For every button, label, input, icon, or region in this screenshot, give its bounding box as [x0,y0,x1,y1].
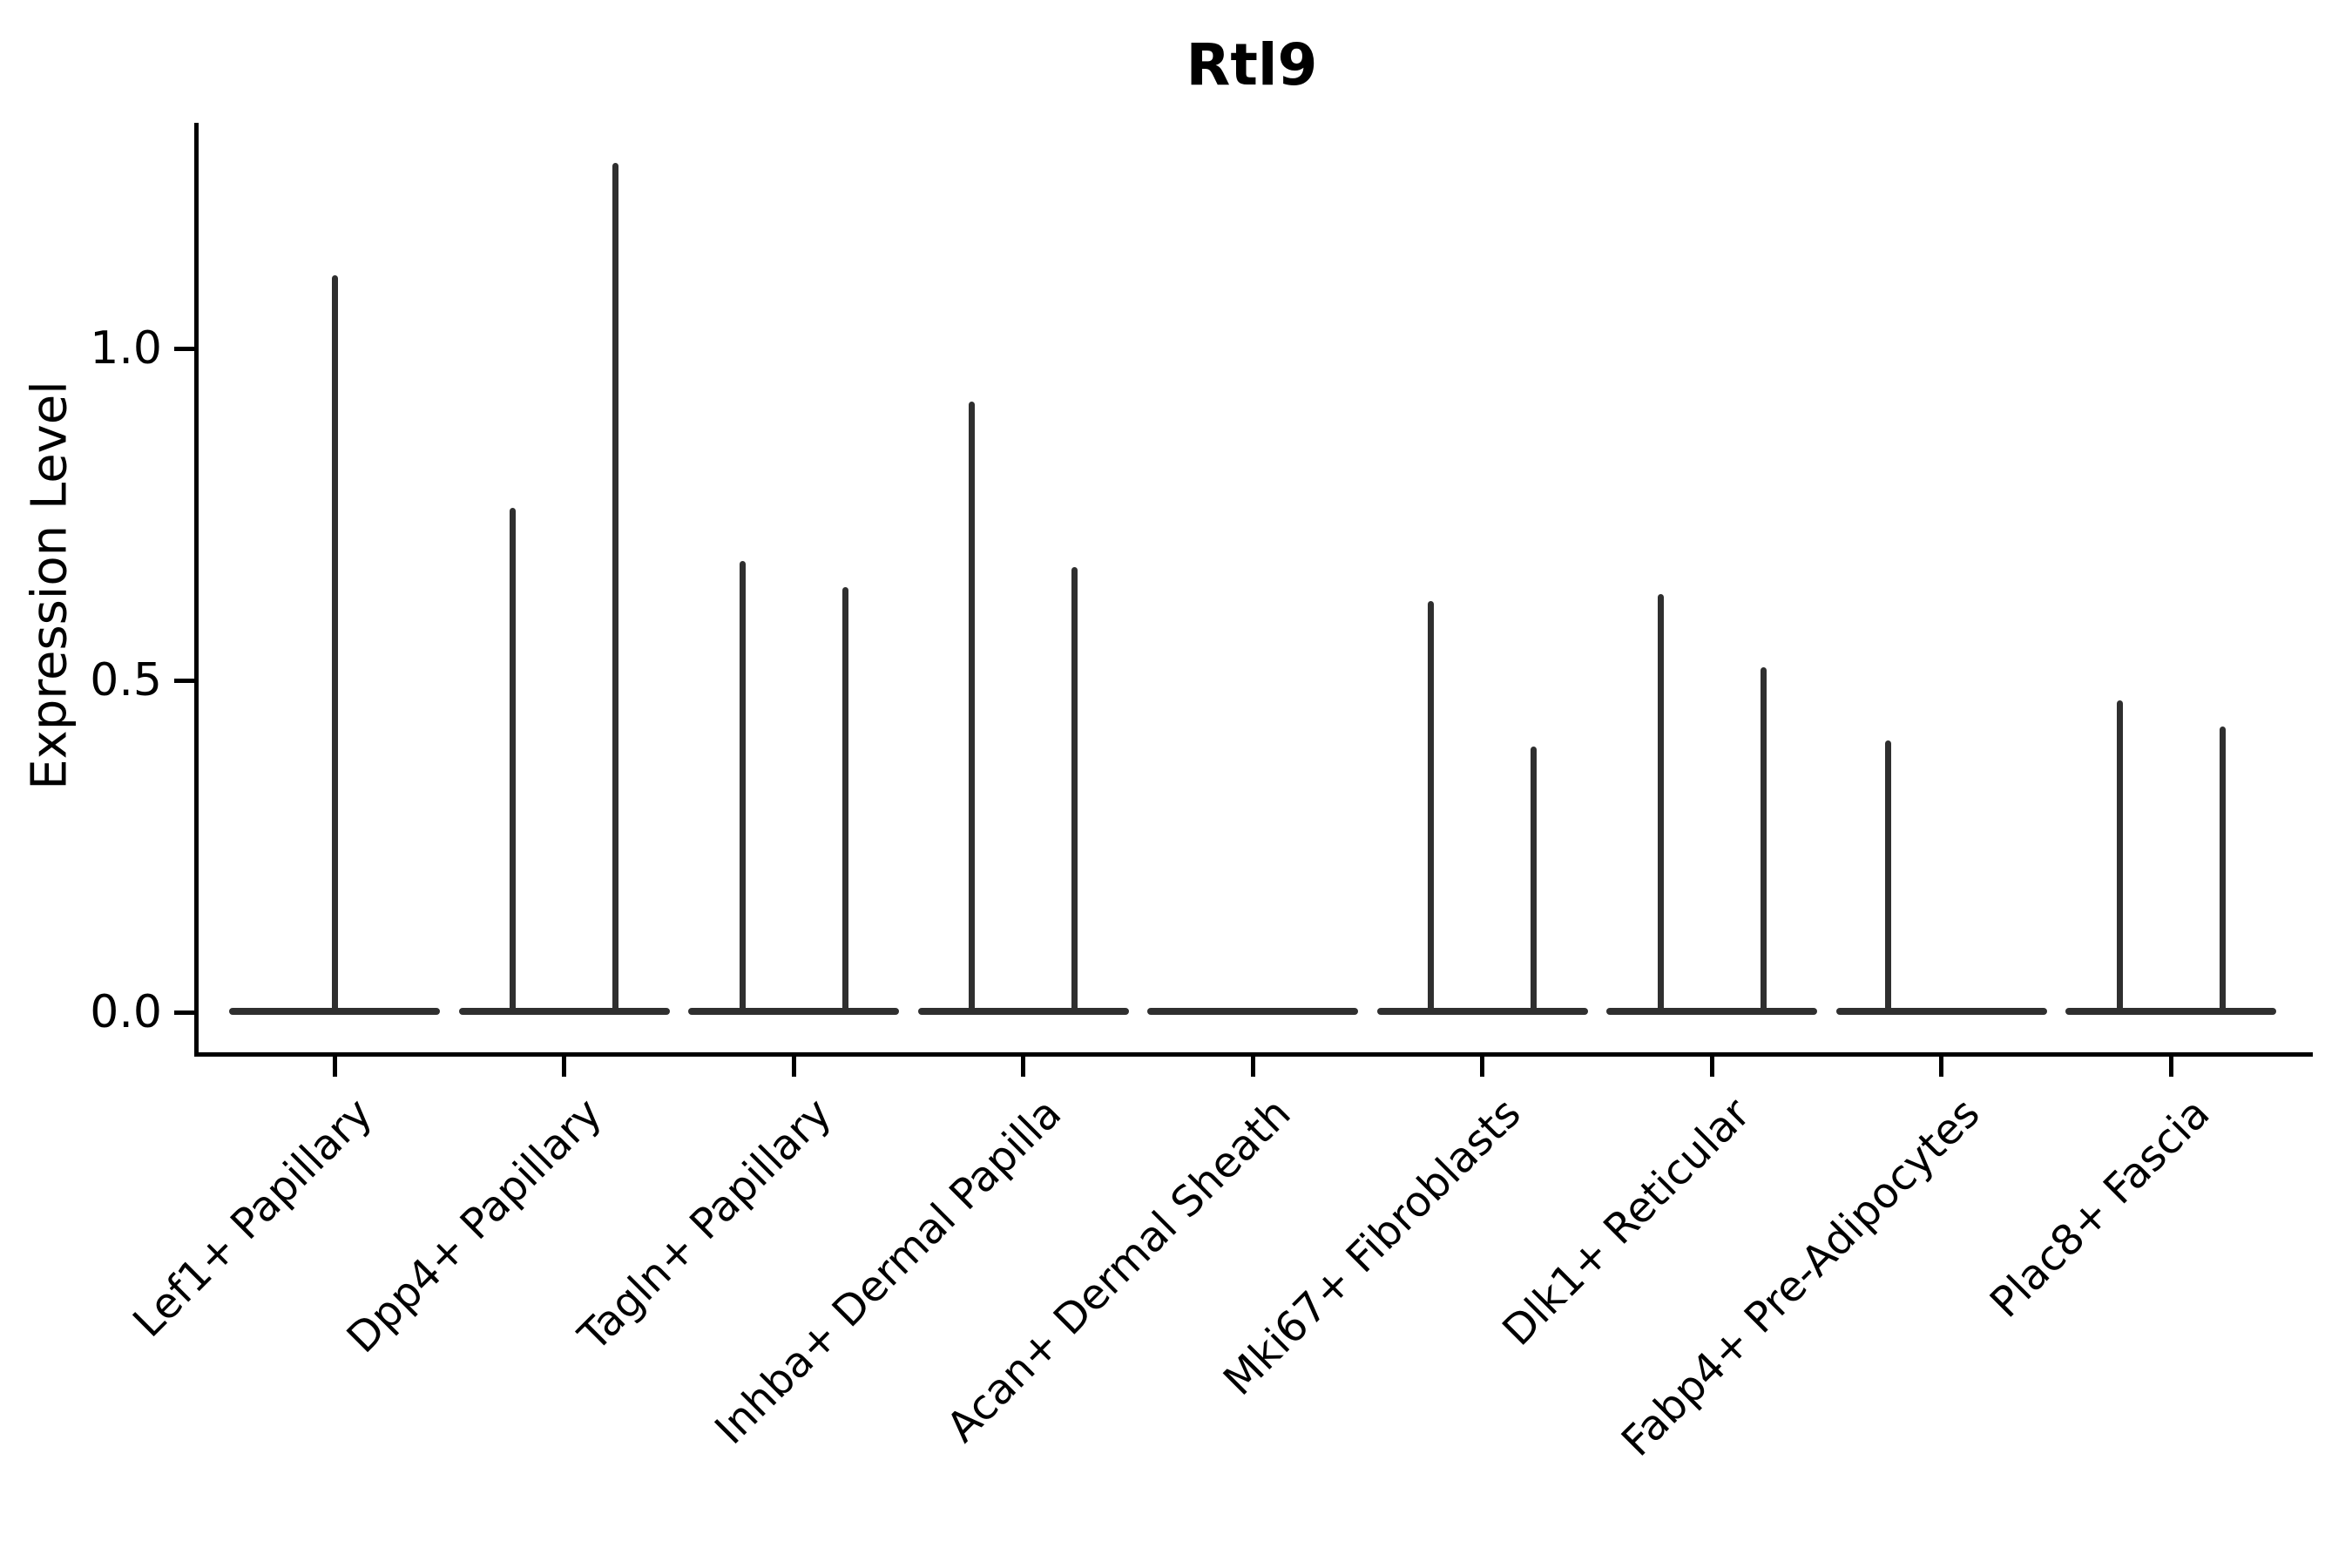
violin-baseline [458,1008,670,1015]
y-axis-spine [194,123,199,1057]
violin-spike [1428,600,1435,1013]
violin-baseline [2065,1008,2277,1015]
violin-spike [2219,727,2226,1013]
violin-spike [1531,747,1538,1013]
x-tick-label: Plac8+ Fascia [1980,1089,2220,1328]
x-tick [332,1057,337,1077]
x-tick-label: Tagln+ Papillary [570,1089,841,1361]
x-axis-spine [194,1052,2313,1057]
violin-baseline [917,1008,1129,1015]
x-tick-label: Lef1+ Papillary [124,1089,382,1347]
chart-title: Rtl9 [1186,31,1318,98]
violin-spike [1071,567,1078,1013]
violin-baseline [688,1008,900,1015]
violin-baseline [1835,1008,2047,1015]
x-tick [1939,1057,1944,1077]
violin-spike [739,560,746,1013]
x-tick [1480,1057,1485,1077]
violin-baseline [1606,1008,1818,1015]
x-tick-label: Dpp4+ Papillary [338,1089,612,1363]
violin-spike [1885,740,1892,1013]
y-tick [174,678,195,683]
x-tick [2168,1057,2173,1077]
violin-spike [510,507,517,1013]
violin-spike [1657,593,1664,1013]
violin-spike [841,587,848,1013]
y-tick-label: 0.0 [90,986,162,1038]
violin-baseline [1147,1008,1359,1015]
y-tick [174,346,195,351]
y-tick [174,1010,195,1015]
violin-spike [612,162,619,1013]
x-tick [1709,1057,1714,1077]
y-tick-label: 1.0 [90,322,162,375]
violin-spike [2116,700,2123,1013]
violin-spike [1760,666,1767,1013]
violin-spike [969,401,976,1013]
violin-baseline [1376,1008,1588,1015]
x-tick [791,1057,796,1077]
x-tick-label: Dlk1+ Reticular [1493,1089,1760,1355]
violin-spike [331,275,338,1013]
x-tick [1021,1057,1026,1077]
x-tick [562,1057,567,1077]
x-tick [1250,1057,1255,1077]
y-tick-label: 0.5 [90,654,162,706]
y-axis-label: Expression Level [21,381,78,790]
